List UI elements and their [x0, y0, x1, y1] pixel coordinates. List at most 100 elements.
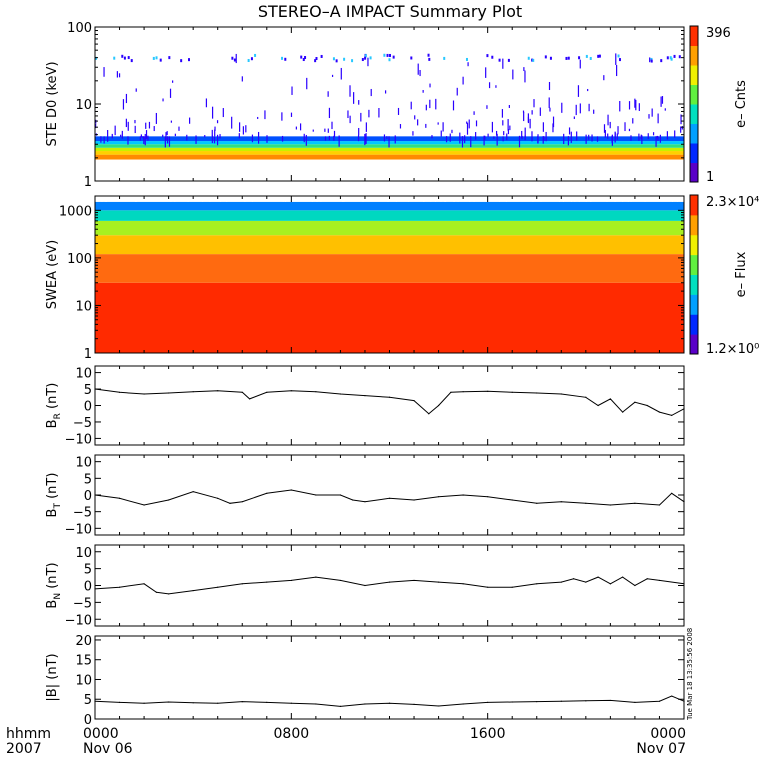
ste-count-streak: [680, 126, 682, 133]
ste-count-streak: [251, 134, 254, 143]
ste-count-dot: [332, 57, 335, 61]
ste-count-dot: [127, 56, 130, 60]
ste-count-streak: [186, 134, 188, 141]
ste-count-streak: [235, 53, 237, 64]
ste-count-dot: [565, 56, 568, 60]
ste-count-streak: [211, 106, 214, 119]
bn-frame: [94, 544, 685, 627]
bn-point: [155, 591, 157, 593]
ste-count-streak: [660, 96, 662, 107]
ste-ytick-label: 100: [67, 21, 92, 36]
bmag-point: [118, 701, 121, 704]
swea-colorbar-frame: [689, 194, 699, 355]
ste-count-streak: [241, 76, 243, 82]
ste-count-streak: [437, 122, 439, 125]
ste-count-streak: [502, 136, 504, 142]
ste-count-streak: [127, 136, 129, 145]
time-tick-label: 0000: [83, 726, 119, 742]
ste-count-streak: [222, 108, 224, 118]
bn-ytick-label: −5: [73, 596, 92, 611]
bn-point: [217, 586, 219, 588]
ste-count-dot: [302, 58, 305, 62]
ste-colorbar-min: 1: [706, 170, 714, 185]
bn-point: [462, 583, 464, 585]
swea-gap-streak: [136, 196, 138, 202]
ste-count-streak: [503, 131, 505, 136]
ste-count-streak: [135, 88, 137, 92]
swea-gap-streak: [135, 196, 137, 202]
ste-count-streak: [204, 135, 206, 138]
bn-point: [168, 593, 170, 595]
swea-gap-streak: [469, 196, 471, 202]
ste-count-streak: [338, 135, 340, 147]
bn-point: [364, 584, 366, 587]
br-point: [315, 391, 317, 393]
br-point: [266, 391, 268, 393]
ste-count-streak: [370, 88, 372, 97]
bt-point: [388, 497, 391, 499]
swea-gap-streak: [395, 196, 397, 202]
bmag-frame: [94, 635, 685, 720]
swea-band-4: [95, 210, 684, 221]
ste-count-streak: [103, 136, 105, 144]
swea-gap-streak: [320, 196, 322, 202]
ste-count-streak: [394, 135, 396, 144]
ste-count-streak: [331, 74, 334, 77]
ste-count-streak: [295, 126, 297, 130]
swea-colorbar-segment: [690, 274, 698, 295]
ste-count-streak: [324, 128, 326, 132]
ste-count-streak: [507, 119, 509, 131]
swea-colorbar-segment: [690, 234, 698, 256]
ste-count-dot: [343, 57, 346, 61]
swea-gap-streak: [251, 196, 253, 202]
ste-count-dot: [669, 56, 672, 60]
ste-ytick-label: 1: [84, 175, 92, 190]
bn-point: [634, 584, 636, 587]
ste-count-streak: [116, 71, 118, 78]
bt-point: [192, 491, 194, 493]
time-tick-label: 0800: [274, 726, 310, 742]
ste-count-dot: [388, 58, 391, 62]
ste-count-dot: [364, 54, 367, 58]
ste-count-streak: [657, 136, 659, 141]
swea-gap-streak: [407, 196, 409, 202]
ste-count-streak: [680, 114, 682, 125]
ste-count-streak: [166, 136, 169, 144]
ste-count-streak: [264, 110, 266, 120]
swea-gap-streak: [488, 196, 490, 202]
swea-colorbar-segment: [690, 334, 698, 355]
ste-count-streak: [630, 135, 632, 141]
bt-ytick-label: 10: [75, 456, 92, 471]
ste-count-streak: [484, 135, 486, 140]
ste-count-streak: [579, 103, 581, 114]
ste-count-dot: [300, 55, 303, 59]
ste-count-dot: [585, 54, 588, 58]
ste-count-dot: [254, 53, 257, 57]
swea-gap-streak: [187, 196, 189, 202]
bmag-point: [671, 695, 673, 697]
ste-count-streak: [134, 119, 136, 124]
bmag-point: [192, 702, 194, 704]
swea-gap-streak: [677, 196, 679, 202]
swea-gap-streak: [453, 196, 455, 202]
ste-count-streak: [349, 85, 351, 97]
ste-count-streak: [588, 134, 590, 140]
bn-point: [658, 579, 661, 582]
ste-count-streak: [681, 126, 683, 130]
swea-gap-streak: [285, 196, 287, 202]
ste-count-streak: [607, 114, 609, 126]
swea-gap-streak: [499, 196, 501, 202]
ste-count-streak: [170, 120, 172, 123]
ste-count-streak: [414, 115, 416, 120]
ste-count-streak: [573, 116, 575, 119]
ste-count-dot: [618, 58, 621, 62]
bt-ytick-label: −5: [73, 506, 92, 521]
bt-point: [229, 502, 231, 504]
swea-band-0: [95, 282, 684, 353]
br-point: [290, 390, 292, 392]
ste-count-streak: [211, 129, 213, 137]
ste-count-streak: [493, 136, 495, 139]
ste-count-streak: [655, 136, 657, 147]
ste-count-streak: [111, 133, 113, 139]
